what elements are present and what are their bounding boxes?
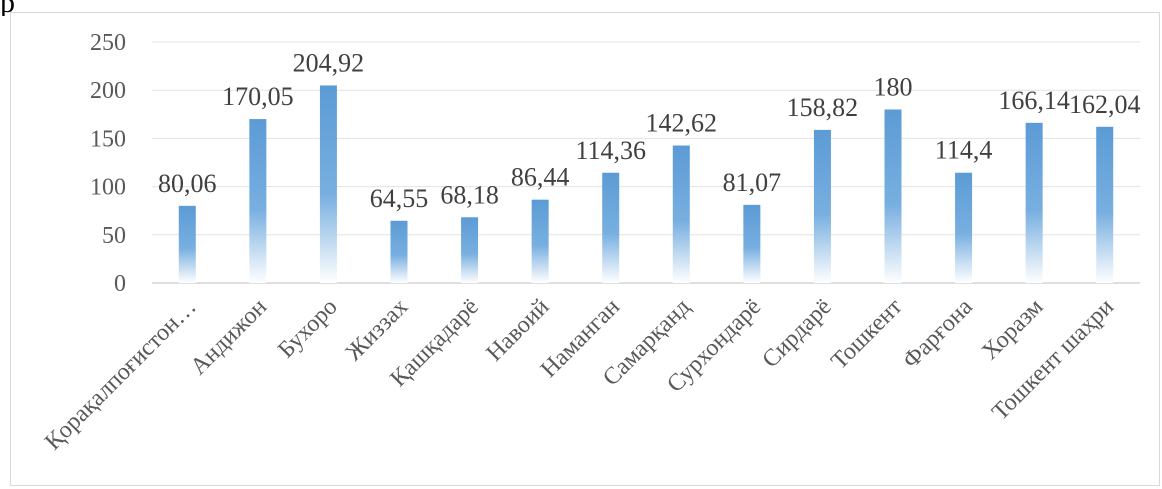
data-label: 81,07 xyxy=(723,168,782,197)
bar xyxy=(813,129,831,283)
gridlines xyxy=(152,41,1140,284)
data-label: 86,44 xyxy=(511,163,570,192)
bars xyxy=(178,85,1114,284)
bar xyxy=(390,220,408,283)
bar xyxy=(178,205,196,283)
y-tick-label: 200 xyxy=(90,78,126,104)
bar xyxy=(1025,122,1043,284)
bar xyxy=(461,217,479,283)
data-label: 142,62 xyxy=(646,109,718,138)
data-label: 68,18 xyxy=(440,180,499,209)
chart-frame xyxy=(10,12,1160,486)
data-label: 80,06 xyxy=(158,169,217,198)
bar xyxy=(531,199,549,283)
category-label: Тошкент xyxy=(826,294,907,375)
category-label: Андижон xyxy=(186,294,272,380)
y-tick-label: 100 xyxy=(90,175,126,201)
category-label: Сирдарё xyxy=(757,294,836,373)
data-label: 64,55 xyxy=(370,184,429,213)
data-label: 204,92 xyxy=(293,48,365,77)
y-tick-label: 150 xyxy=(90,126,126,152)
category-label: Тошкент шаҳри xyxy=(987,294,1119,426)
data-label: 180 xyxy=(874,72,913,101)
bar xyxy=(319,85,337,283)
y-tick-label: 0 xyxy=(114,271,126,297)
category-label: Фарғона xyxy=(898,294,978,374)
bar xyxy=(955,172,973,283)
data-label: 162,04 xyxy=(1069,90,1141,119)
bar xyxy=(672,145,690,283)
category-label: Хоразм xyxy=(977,294,1048,365)
data-label: 158,82 xyxy=(787,93,859,122)
y-tick-label: 250 xyxy=(90,30,126,56)
y-tick-label: 50 xyxy=(102,223,126,249)
bar xyxy=(884,109,902,283)
data-label: 166,14 xyxy=(998,86,1070,115)
data-label: 170,05 xyxy=(222,82,294,111)
bar xyxy=(602,172,620,283)
data-label: 114,36 xyxy=(575,136,646,165)
category-labels: Қорақалпоғистон…Андижон БухороЖиззахҚашқа… xyxy=(40,294,1119,456)
category-label: Жиззах xyxy=(341,294,413,366)
category-label: Қорақалпоғистон… xyxy=(40,294,201,455)
category-label: Бухоро xyxy=(273,294,342,363)
bar xyxy=(249,119,267,283)
bar xyxy=(1096,126,1114,283)
data-label: 114,4 xyxy=(935,136,993,165)
y-axis-ticks: 0 50 100 150 200 250 xyxy=(90,30,126,297)
bar xyxy=(743,204,761,283)
data-labels: 80,06 170,05 204,92 64,55 68,18 86,44114,3614… xyxy=(158,48,1140,212)
